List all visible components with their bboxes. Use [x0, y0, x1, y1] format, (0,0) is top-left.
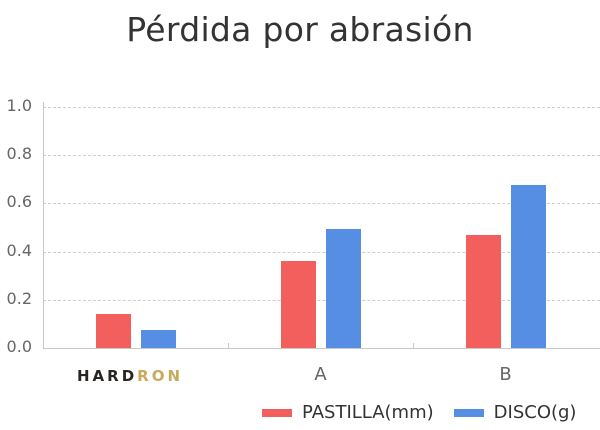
y-tick-label: 1.0 [6, 96, 32, 115]
bar-disco-a [326, 229, 361, 348]
x-tick-mark [413, 343, 414, 348]
gridline-0-4 [43, 252, 600, 253]
bar-pastilla-b [466, 235, 501, 348]
legend-label: PASTILLA(mm) [302, 402, 434, 423]
legend-swatch-blue-icon [453, 408, 484, 417]
brand-logo-gold: RON [137, 367, 184, 385]
y-tick-label: 0.2 [6, 289, 32, 308]
y-tick-label: 0.0 [6, 337, 32, 356]
gridline-0-8 [43, 155, 600, 156]
bar-pastilla-hardron [96, 314, 131, 348]
bar-pastilla-a [281, 261, 316, 348]
legend-item-pastilla[interactable]: PASTILLA(mm) [262, 402, 434, 423]
y-tick-label: 0.6 [6, 192, 32, 211]
gridline-1-0 [43, 107, 600, 108]
x-label-hardron-logo: HARDRON [77, 367, 183, 385]
y-tick-label: 0.4 [6, 241, 32, 260]
x-axis [43, 348, 600, 349]
x-label-b: B [499, 364, 512, 385]
legend: PASTILLA(mm) DISCO(g) [262, 402, 596, 423]
bar-disco-b [511, 185, 546, 348]
legend-item-disco[interactable]: DISCO(g) [453, 402, 577, 423]
brand-logo-dark: HARD [77, 367, 138, 385]
legend-swatch-red-icon [262, 408, 292, 417]
x-label-a: A [314, 364, 327, 385]
bar-disco-hardron [141, 330, 176, 348]
gridline-0-2 [43, 300, 600, 301]
y-tick-label: 0.8 [6, 144, 32, 163]
y-axis [43, 102, 44, 349]
legend-label: DISCO(g) [493, 402, 577, 423]
x-tick-mark [228, 343, 229, 348]
gridline-0-6 [43, 203, 600, 204]
chart-title: Pérdida por abrasión [126, 10, 474, 49]
